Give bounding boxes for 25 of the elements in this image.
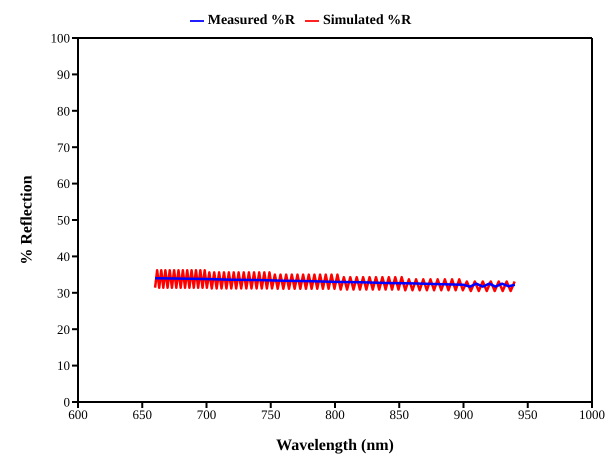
legend-label: Simulated %R [322,13,412,28]
y-tick-label: 10 [57,358,70,374]
y-tick-label: 40 [57,249,70,264]
y-tick-label: 20 [57,322,70,337]
y-tick-label: 100 [50,30,70,46]
x-tick-label: 1000 [579,407,605,422]
line-series [154,276,516,288]
x-axis-title: Wavelength (nm) [276,437,394,454]
y-tick-label: 0 [64,394,70,410]
x-tick-label: 850 [390,407,409,422]
x-tick-label: 700 [196,407,216,422]
x-tick-label: 950 [518,407,538,422]
y-tick-label: 70 [57,140,70,155]
x-tick-label: 900 [454,407,474,422]
x-tick-label: 750 [261,407,280,422]
legend-label: Measured %R [208,13,295,28]
y-tick-label: 30 [57,285,70,300]
y-tick-label: 60 [57,176,70,192]
x-tick-label: 600 [68,407,88,422]
y-tick-label: 80 [57,103,70,118]
y-tick-label: 50 [57,212,70,228]
y-axis-title: % Reflection [18,175,36,265]
y-tick-label: 90 [57,67,70,82]
x-tick-label: 650 [132,407,152,422]
x-tick-label: 800 [325,407,345,422]
